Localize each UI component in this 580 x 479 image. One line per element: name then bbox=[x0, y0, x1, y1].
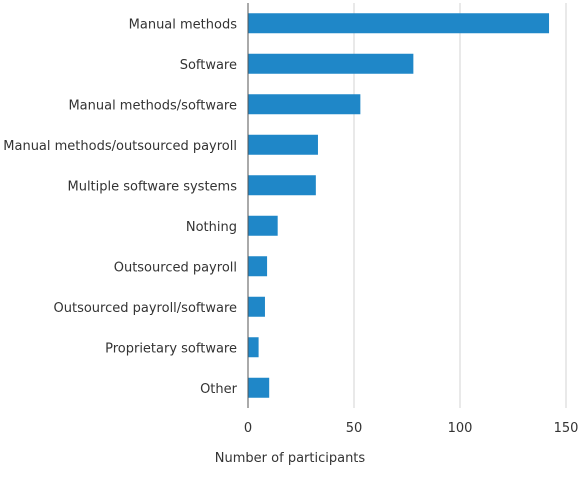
category-label: Manual methods/outsourced payroll bbox=[3, 139, 237, 154]
category-label: Outsourced payroll/software bbox=[54, 301, 237, 316]
bar bbox=[248, 377, 270, 398]
x-axis-title: Number of participants bbox=[215, 451, 366, 466]
category-label: Multiple software systems bbox=[67, 179, 237, 194]
bar bbox=[248, 256, 268, 277]
bar bbox=[248, 337, 259, 358]
category-label: Software bbox=[180, 58, 237, 73]
bar bbox=[248, 215, 278, 236]
category-label: Outsourced payroll bbox=[114, 260, 237, 275]
bar bbox=[248, 296, 265, 317]
x-tick-label: 150 bbox=[554, 421, 579, 436]
x-tick-label: 50 bbox=[346, 421, 363, 436]
bar bbox=[248, 175, 316, 196]
category-labels: Manual methods Software Manual methods/sof… bbox=[3, 17, 237, 397]
category-label: Manual methods/software bbox=[68, 98, 237, 113]
category-label: Nothing bbox=[186, 220, 237, 235]
bars bbox=[248, 13, 550, 398]
category-label: Proprietary software bbox=[105, 341, 237, 356]
bar bbox=[248, 13, 550, 34]
category-label: Other bbox=[200, 382, 238, 397]
bar bbox=[248, 94, 361, 115]
bar bbox=[248, 53, 414, 74]
bar bbox=[248, 134, 318, 155]
x-tick-label: 0 bbox=[244, 421, 252, 436]
x-tick-label: 100 bbox=[448, 421, 473, 436]
x-tick-labels: 0 50 100 150 bbox=[244, 421, 579, 436]
category-label: Manual methods bbox=[129, 17, 238, 32]
